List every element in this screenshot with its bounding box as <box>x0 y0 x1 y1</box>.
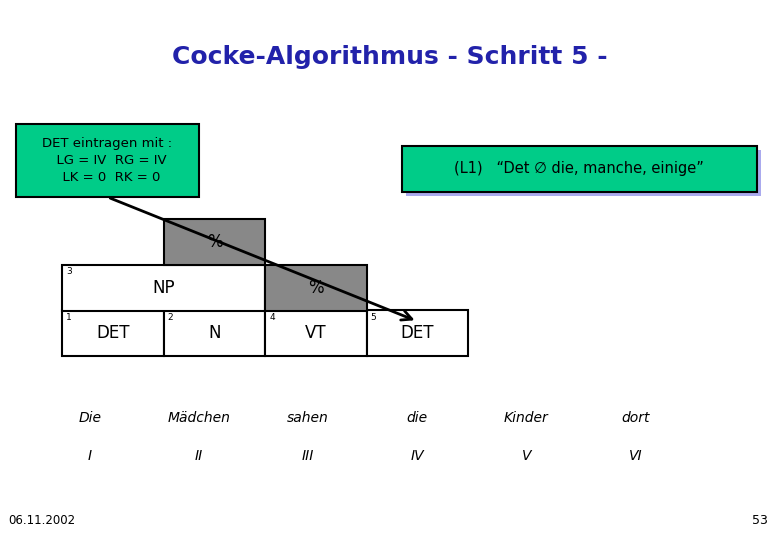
Text: VI: VI <box>629 449 643 463</box>
Bar <box>62 265 265 310</box>
Text: Cocke-Algorithmus - Schritt 5 -: Cocke-Algorithmus - Schritt 5 - <box>172 45 608 69</box>
Bar <box>164 219 265 265</box>
Text: 06.11.2002: 06.11.2002 <box>8 514 75 526</box>
Text: 53: 53 <box>753 514 768 526</box>
Text: Die: Die <box>78 411 101 426</box>
Text: %: % <box>207 233 222 251</box>
Text: 2: 2 <box>168 313 173 322</box>
Text: dort: dort <box>622 411 650 426</box>
Text: 5: 5 <box>370 313 376 322</box>
Bar <box>62 310 164 356</box>
Bar <box>265 310 367 356</box>
Text: Kinder: Kinder <box>504 411 549 426</box>
Text: IV: IV <box>410 449 424 463</box>
Text: 4: 4 <box>269 313 275 322</box>
Text: NP: NP <box>152 279 176 296</box>
Text: DET eintragen mit :
  LG = IV  RG = IV
  LK = 0  RK = 0: DET eintragen mit : LG = IV RG = IV LK =… <box>42 137 172 184</box>
Bar <box>16 124 199 197</box>
Bar <box>367 310 468 356</box>
Text: III: III <box>302 449 314 463</box>
Text: 1: 1 <box>66 313 72 322</box>
Text: II: II <box>195 449 203 463</box>
Text: sahen: sahen <box>287 411 329 426</box>
Text: (L1)   “Det ∅ die, manche, einige”: (L1) “Det ∅ die, manche, einige” <box>454 161 704 176</box>
Text: %: % <box>308 279 324 296</box>
Text: 3: 3 <box>66 267 72 276</box>
Text: V: V <box>522 449 531 463</box>
Bar <box>265 265 367 310</box>
Text: Mädchen: Mädchen <box>168 411 230 426</box>
Text: DET: DET <box>401 325 434 342</box>
Text: N: N <box>208 325 221 342</box>
Bar <box>164 310 265 356</box>
Text: DET: DET <box>97 325 129 342</box>
Bar <box>402 146 757 192</box>
Text: VT: VT <box>305 325 327 342</box>
Bar <box>406 150 761 196</box>
Text: I: I <box>87 449 92 463</box>
Text: die: die <box>406 411 428 426</box>
